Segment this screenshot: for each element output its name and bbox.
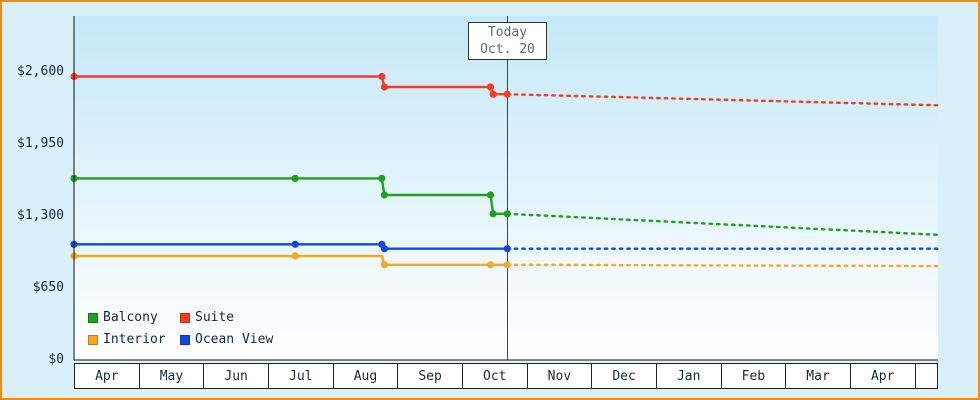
month-cell: Jan: [657, 364, 722, 388]
legend-swatch-balcony: [88, 312, 98, 323]
month-cell: Aug: [334, 364, 399, 388]
legend-swatch-interior: [88, 334, 98, 345]
legend-label-balcony: Balcony: [103, 310, 158, 325]
legend: Balcony Suite Interior Ocean View: [88, 310, 273, 347]
legend-label-ocean-view: Ocean View: [195, 332, 274, 347]
month-cell: Feb: [722, 364, 787, 388]
series-marker-suite: [378, 72, 386, 81]
x-axis-month-row: Apr May Jun Jul Aug Sep Oct Nov Dec Jan …: [74, 363, 938, 389]
month-cell-empty: [916, 364, 937, 388]
series-marker-suite: [489, 90, 497, 98]
series-projection-balcony: [506, 212, 940, 237]
series-marker-ocean-view: [291, 240, 299, 248]
legend-item-suite: Suite: [180, 310, 273, 325]
y-tick-label: $1,300: [17, 208, 64, 223]
month-cell: Dec: [592, 364, 657, 388]
series-marker-interior: [380, 261, 388, 269]
today-label-line1: Today: [487, 25, 528, 40]
series-marker-balcony: [378, 174, 386, 182]
legend-item-balcony: Balcony: [88, 310, 180, 325]
legend-label-suite: Suite: [195, 310, 235, 325]
series-marker-ocean-view: [380, 245, 388, 253]
series-marker-balcony: [503, 210, 511, 218]
y-tick-label: $650: [32, 280, 64, 295]
series-marker-balcony: [489, 210, 497, 218]
legend-item-ocean-view: Ocean View: [180, 332, 273, 347]
series-marker-interior: [486, 261, 495, 269]
series-marker-ocean-view: [503, 245, 511, 253]
series-marker-interior: [291, 252, 299, 260]
series-projection-suite: [506, 92, 940, 107]
series-marker-suite: [503, 90, 511, 98]
today-label-box: Today Oct. 20: [468, 22, 547, 60]
series-marker-balcony: [380, 191, 388, 199]
series-marker-balcony: [486, 191, 495, 199]
plot-background: [74, 16, 938, 360]
month-cell: Apr: [851, 364, 916, 388]
series-marker-suite: [380, 83, 388, 91]
month-cell: Jul: [269, 364, 334, 388]
month-cell: Sep: [398, 364, 463, 388]
legend-item-interior: Interior: [88, 332, 180, 347]
series-marker-balcony: [291, 174, 299, 182]
month-cell: Nov: [528, 364, 593, 388]
month-cell: May: [140, 364, 205, 388]
month-cell: Mar: [786, 364, 851, 388]
series-marker-interior: [503, 261, 511, 269]
legend-label-interior: Interior: [103, 332, 166, 347]
y-tick-label: $2,600: [17, 64, 64, 79]
y-tick-label: $0: [48, 352, 64, 367]
today-label-line2: Oct. 20: [480, 42, 535, 57]
series-projection-interior: [506, 263, 940, 268]
month-cell: Oct: [463, 364, 528, 388]
legend-swatch-ocean-view: [180, 334, 190, 345]
month-cell: Apr: [75, 364, 140, 388]
series-marker-suite: [486, 83, 495, 91]
month-cell: Jun: [204, 364, 269, 388]
y-tick-label: $1,950: [17, 136, 64, 151]
legend-swatch-suite: [180, 312, 190, 323]
